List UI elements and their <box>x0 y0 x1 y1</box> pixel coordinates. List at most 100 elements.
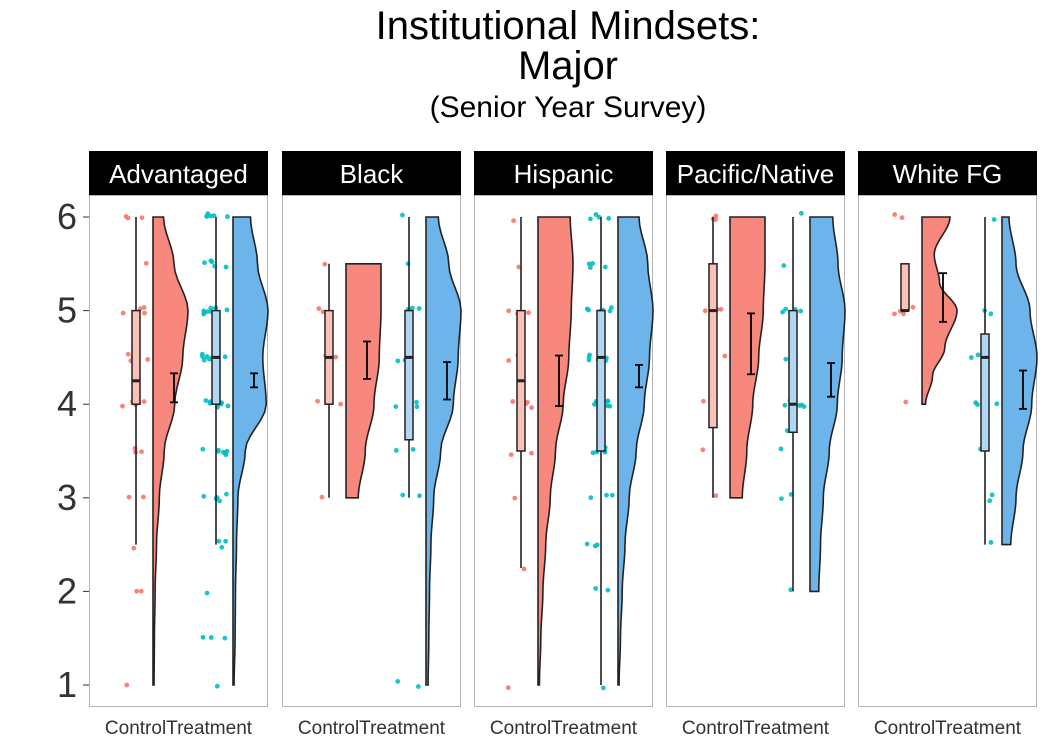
data-point <box>600 685 606 691</box>
chart-title-block: Institutional Mindsets: Major (Senior Ye… <box>88 6 1048 126</box>
data-point <box>217 498 222 504</box>
data-point <box>521 566 527 572</box>
y-tick-label: 5 <box>57 290 77 331</box>
data-point <box>201 493 207 499</box>
data-point <box>605 403 610 409</box>
data-point <box>141 399 147 404</box>
y-tick-label: 3 <box>57 477 77 518</box>
box-iqr <box>788 309 798 434</box>
data-point <box>606 216 612 221</box>
data-point <box>798 308 804 314</box>
data-point <box>586 261 592 267</box>
data-point <box>200 354 205 359</box>
data-point <box>207 400 213 406</box>
box-iqr <box>596 309 606 452</box>
data-point <box>139 449 144 455</box>
data-point <box>702 308 708 314</box>
data-point <box>224 491 229 497</box>
chart-title-line-1: Institutional Mindsets: <box>375 4 761 48</box>
data-point <box>973 400 979 406</box>
density-cloud <box>425 216 462 686</box>
data-point <box>722 353 728 359</box>
x-tick-label: ControlTreatment <box>874 718 1022 739</box>
data-point <box>202 260 207 266</box>
data-point <box>123 214 129 219</box>
data-point <box>126 494 132 500</box>
data-point <box>892 311 897 317</box>
box-iqr <box>131 309 141 405</box>
data-point <box>781 263 787 268</box>
y-tick-label: 6 <box>57 196 77 237</box>
data-point <box>204 213 210 219</box>
data-point <box>338 401 344 407</box>
data-point <box>414 404 420 410</box>
data-point <box>798 210 804 216</box>
data-point <box>529 450 534 456</box>
data-point <box>783 306 789 312</box>
density-cloud <box>617 216 654 686</box>
data-point <box>141 305 147 310</box>
data-point <box>593 212 599 217</box>
data-point <box>200 634 206 640</box>
data-point <box>975 352 981 358</box>
data-point <box>223 264 229 270</box>
data-point <box>120 310 126 316</box>
data-point <box>604 492 609 498</box>
data-point <box>516 264 522 270</box>
density-cloud <box>729 216 766 499</box>
data-point <box>505 685 511 691</box>
data-point <box>586 354 592 360</box>
data-point <box>214 683 220 689</box>
box-iqr <box>900 263 910 312</box>
panel-border <box>666 195 845 707</box>
panel-border <box>89 195 268 707</box>
data-point <box>204 590 210 596</box>
data-point <box>223 450 228 456</box>
facet-strip-label: Hispanic <box>514 159 614 189</box>
x-tick-label: ControlTreatment <box>490 718 638 739</box>
data-point <box>508 452 514 458</box>
data-point <box>222 354 228 360</box>
data-point <box>415 684 421 689</box>
facet-panel: White FG ControlTreatment <box>858 151 1038 739</box>
data-point <box>797 403 803 408</box>
data-point <box>588 216 593 222</box>
data-point <box>510 399 516 404</box>
facet-strip-label: White FG <box>893 159 1003 189</box>
data-point <box>322 261 328 267</box>
data-point <box>899 215 905 221</box>
panel-border <box>282 195 461 707</box>
data-point <box>201 311 207 317</box>
x-tick-label: ControlTreatment <box>682 718 830 739</box>
facet-strip-label: Black <box>340 159 405 189</box>
data-point <box>400 492 406 498</box>
data-point <box>588 495 594 501</box>
data-point <box>593 585 599 591</box>
data-point <box>788 587 794 593</box>
facet-strip-label: Advantaged <box>109 159 248 189</box>
data-point <box>145 357 151 362</box>
data-point <box>400 212 405 218</box>
data-point <box>219 544 225 550</box>
data-point <box>203 398 209 404</box>
data-point <box>512 495 518 501</box>
density-cloud <box>921 216 958 405</box>
data-point <box>120 403 125 409</box>
data-point <box>713 217 718 222</box>
data-point <box>205 309 211 315</box>
data-point <box>142 310 147 316</box>
box-iqr <box>708 263 718 429</box>
data-point <box>225 214 230 220</box>
data-point <box>208 635 214 640</box>
data-point <box>526 310 531 316</box>
data-point <box>315 398 321 404</box>
facet-strip <box>89 151 268 195</box>
data-point <box>901 311 906 317</box>
density-cloud <box>345 263 382 499</box>
data-point <box>592 543 598 549</box>
facet-panel: Pacific/Native ControlTreatment <box>666 151 846 739</box>
data-point <box>222 635 228 641</box>
density-cloud <box>809 216 846 593</box>
data-point <box>225 403 231 409</box>
